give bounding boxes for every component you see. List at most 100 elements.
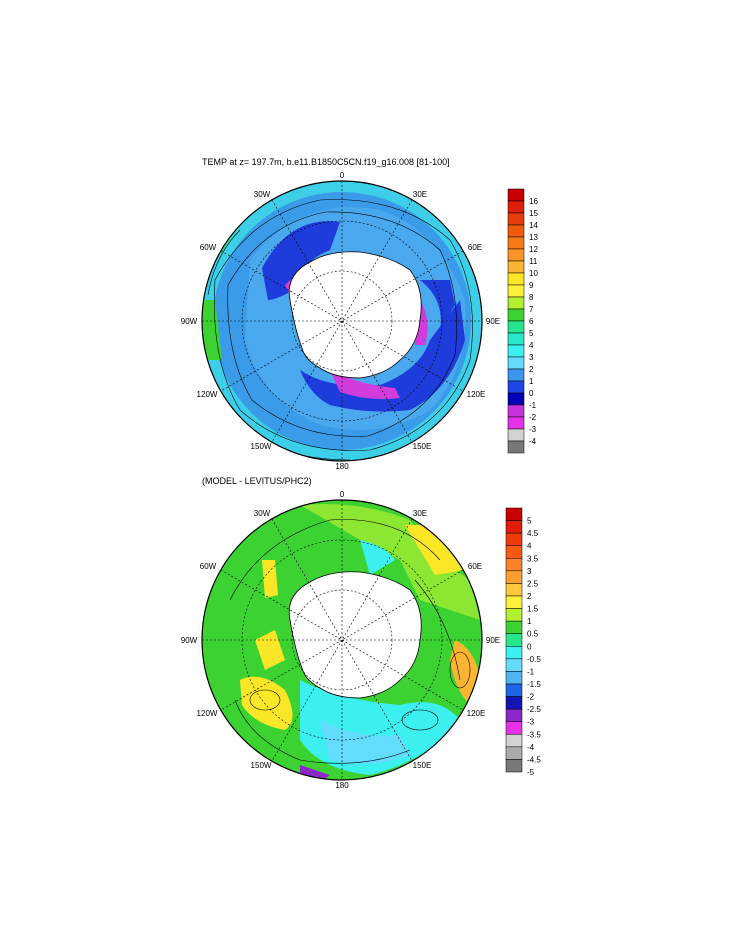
colorbar-tick-label: 9 (529, 281, 534, 290)
colorbar-swatch (505, 734, 523, 748)
colorbar-tick-label: 12 (529, 245, 538, 254)
colorbar-swatch (507, 320, 525, 334)
colorbar-swatch (507, 404, 525, 418)
colorbar-tick-label: -3 (527, 718, 535, 727)
panel-title-top: TEMP at z= 197.7m, b.e11.B1850C5CN.f19_g… (202, 157, 450, 167)
colorbar-tick-label: 4 (529, 341, 534, 350)
colorbar-swatch (507, 236, 525, 250)
colorbar-swatch (507, 344, 525, 358)
lon-label: 30E (413, 190, 427, 199)
colorbar-tick-label: -2 (527, 693, 535, 702)
contour-lines (229, 519, 471, 764)
colorbar-swatch (507, 308, 525, 322)
lon-label: 0 (340, 171, 345, 180)
colorbar-swatch (505, 658, 523, 672)
colorbar-tick-label: 1 (527, 617, 532, 626)
diff-warm-patch-3 (240, 676, 293, 730)
lon-label: 120E (467, 709, 486, 718)
colorbar-swatch (505, 683, 523, 697)
cold-water-ross (300, 300, 465, 412)
colorbar-swatch (507, 260, 525, 274)
colorbar-tick-label: -3.5 (527, 730, 541, 739)
colorbar-swatch (507, 380, 525, 394)
colorbar-swatch (507, 200, 525, 214)
colorbar-tick-label: 1 (529, 377, 534, 386)
colorbar-tick-label: -5 (527, 768, 535, 777)
colorbar-swatch (505, 532, 523, 546)
colorbar-tick-label: 13 (529, 233, 538, 242)
lon-label: 60W (200, 562, 217, 571)
lon-label: 30E (413, 509, 427, 518)
colorbar-swatch (507, 392, 525, 406)
lon-label: 60E (468, 562, 482, 571)
colorbar-tick-label: 0 (527, 642, 532, 651)
lon-label: 30W (254, 190, 271, 199)
colorbar-tick-label: -1.5 (527, 680, 541, 689)
map-boundary-bottom (201, 499, 483, 781)
map-bottom (201, 499, 483, 781)
diff-cool-region-2 (320, 720, 410, 764)
antarctica-landmass (288, 251, 422, 379)
colorbar-tick-label: 5 (527, 517, 532, 526)
colorbar-tick-label: 5 (529, 329, 534, 338)
diff-region-1 (300, 504, 480, 620)
colorbar-tick-label: 8 (529, 293, 534, 302)
colorbar-swatch (505, 595, 523, 609)
lon-label: 90W (181, 636, 198, 645)
colorbar-tick-label: 10 (529, 269, 538, 278)
lon-label: 90E (486, 317, 500, 326)
colorbar-tick-label: 3 (529, 353, 534, 362)
colorbar-swatch (507, 248, 525, 262)
graticule (202, 181, 482, 461)
lon-label: 150E (413, 761, 432, 770)
graticule (202, 500, 482, 780)
colorbar-swatch (505, 583, 523, 597)
colorbar-swatch (505, 671, 523, 685)
colorbar-swatch (507, 332, 525, 346)
colorbar-tick-label: 4 (527, 542, 532, 551)
warm-region-green (202, 300, 222, 360)
colorbar-tick-label: -0.5 (527, 655, 541, 664)
cold-water-weddell (262, 221, 340, 300)
lon-label: 90W (181, 317, 198, 326)
colorbar-tick-label: 11 (529, 257, 538, 266)
lon-label: 150E (413, 442, 432, 451)
lon-label: 180 (335, 781, 349, 790)
colorbar-swatch (507, 356, 525, 370)
colorbar-tick-label: 4.5 (527, 529, 539, 538)
colorbar-tick-label: 2.5 (527, 579, 539, 588)
lon-label: 120W (197, 709, 218, 718)
colorbar-tick-label: 2 (527, 592, 532, 601)
colorbar-swatch (505, 558, 523, 572)
colorbar-tick-label: 2 (529, 365, 534, 374)
lon-label: 180 (335, 462, 349, 471)
lon-label: 90E (486, 636, 500, 645)
lon-label: 150W (251, 761, 272, 770)
colorbar-swatch (505, 570, 523, 584)
colorbar-swatch (507, 416, 525, 430)
panel-title-bottom: (MODEL - LEVITUS/PHC2) (202, 476, 312, 486)
lon-label: 120E (467, 390, 486, 399)
colorbar-tick-label: -3 (529, 425, 537, 434)
colorbar-tick-label: -1 (527, 667, 535, 676)
lon-label: 150W (251, 442, 272, 451)
colorbar-swatch (505, 545, 523, 559)
lon-label: 60E (468, 243, 482, 252)
colorbar-swatch (505, 507, 523, 521)
colorbar-tick-label: 1.5 (527, 605, 539, 614)
colorbar-swatch (507, 296, 525, 310)
map-top (201, 180, 483, 462)
lon-label: 0 (340, 490, 345, 499)
colorbar-tick-label: -1 (529, 401, 537, 410)
colorbar-tick-label: 0.5 (527, 630, 539, 639)
diff-warm-patch-5 (262, 560, 278, 598)
colorbar-swatch (507, 188, 525, 202)
colorbar-tick-label: 15 (529, 209, 538, 218)
colorbar-tick-label: 3 (527, 567, 532, 576)
colorbar-tick-label: -4 (527, 743, 535, 752)
colorbar-tick-label: -4.5 (527, 755, 541, 764)
lon-label: 120W (197, 390, 218, 399)
lon-label: 30W (254, 509, 271, 518)
colorbar-swatch (507, 224, 525, 238)
